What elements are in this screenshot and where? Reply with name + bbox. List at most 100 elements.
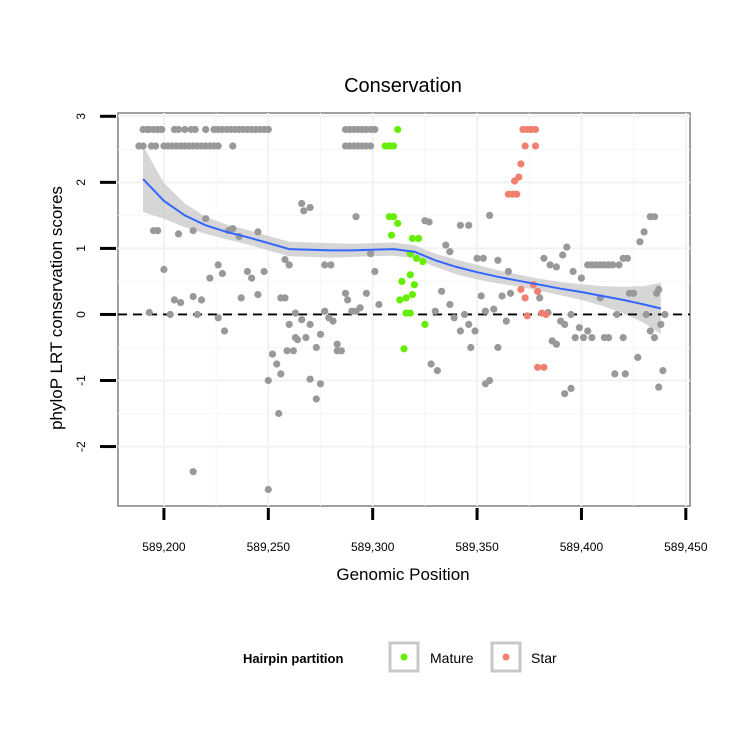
point-other	[446, 248, 454, 256]
point-other	[438, 287, 446, 295]
point-other	[285, 261, 293, 269]
y-tick-label: 1	[74, 245, 88, 252]
point-other	[264, 125, 272, 134]
point-other	[634, 353, 642, 361]
point-other	[329, 317, 337, 325]
point-other	[425, 218, 433, 226]
point-mature	[390, 213, 398, 221]
point-other	[214, 314, 222, 322]
point-mature	[408, 234, 416, 243]
point-other	[655, 383, 663, 391]
point-other	[661, 310, 669, 319]
point-other	[567, 384, 575, 392]
x-tick-label: 589,200	[142, 540, 186, 554]
point-mature	[390, 142, 398, 150]
point-other	[611, 370, 619, 378]
point-other	[202, 215, 210, 223]
point-other	[561, 390, 569, 398]
point-other	[577, 274, 586, 282]
x-tick-label: 589,300	[351, 540, 395, 554]
point-other	[630, 289, 638, 297]
point-other	[371, 125, 379, 134]
point-mature	[387, 231, 396, 239]
point-other	[486, 376, 494, 385]
point-other	[456, 327, 464, 335]
legend-title: Hairpin partition	[243, 651, 343, 666]
point-other	[193, 310, 201, 319]
point-star	[534, 363, 542, 371]
chart-title: Conservation	[344, 75, 462, 97]
point-other	[579, 334, 588, 342]
y-tick-label: -1	[74, 375, 88, 386]
point-other	[467, 343, 475, 352]
point-other	[552, 263, 561, 271]
point-other	[427, 360, 435, 368]
point-other	[312, 395, 320, 403]
point-other	[341, 289, 350, 297]
y-axis-title: phyloP LRT conservation scores	[47, 186, 66, 430]
point-other	[275, 409, 283, 418]
point-other	[298, 316, 306, 324]
point-other	[243, 267, 251, 276]
point-other	[344, 296, 352, 304]
point-other	[321, 307, 329, 315]
point-other	[609, 261, 617, 269]
point-other	[442, 241, 450, 249]
point-other	[588, 334, 596, 342]
point-mature	[408, 291, 416, 299]
point-other	[636, 238, 644, 246]
point-other	[277, 370, 285, 378]
point-other	[371, 267, 379, 276]
point-other	[220, 327, 229, 335]
point-other	[327, 261, 335, 269]
point-other	[613, 310, 621, 319]
point-mature	[394, 219, 402, 227]
point-other	[479, 254, 487, 262]
point-star	[521, 142, 529, 150]
point-mature	[396, 296, 404, 304]
legend: Hairpin partition Mature Star	[243, 641, 557, 673]
point-other	[477, 292, 485, 300]
point-other	[352, 213, 360, 221]
point-other	[502, 317, 510, 325]
point-other	[575, 324, 584, 332]
point-other	[291, 309, 299, 317]
point-other	[431, 307, 439, 315]
point-other	[471, 327, 479, 335]
point-other	[481, 307, 489, 315]
point-other	[273, 360, 281, 368]
point-other	[571, 334, 579, 342]
legend-label-mature: Mature	[430, 650, 474, 666]
point-other	[619, 334, 627, 342]
point-star	[517, 160, 525, 168]
point-other	[486, 211, 494, 219]
point-mature	[400, 345, 408, 353]
point-mature	[394, 125, 402, 134]
point-other	[621, 370, 629, 378]
point-other	[174, 125, 183, 134]
x-tick-label: 589,450	[664, 540, 708, 554]
point-star	[510, 177, 519, 185]
point-other	[285, 320, 293, 328]
point-other	[367, 142, 375, 150]
point-other	[306, 320, 314, 328]
x-tick-label: 589,400	[560, 540, 604, 554]
point-other	[504, 267, 512, 276]
point-star	[513, 190, 521, 198]
legend-label-star: Star	[531, 650, 557, 666]
point-other	[160, 265, 168, 274]
point-star	[523, 312, 531, 320]
point-other	[540, 254, 548, 262]
point-star	[538, 309, 546, 317]
point-other	[615, 261, 623, 269]
legend-swatch-star	[502, 653, 510, 661]
point-other	[657, 320, 665, 328]
point-other	[214, 142, 222, 150]
point-other	[281, 294, 289, 302]
plot-panel	[117, 112, 691, 507]
point-other	[321, 261, 329, 269]
point-mature	[419, 258, 427, 266]
point-mature	[398, 277, 406, 285]
point-other	[490, 305, 498, 313]
